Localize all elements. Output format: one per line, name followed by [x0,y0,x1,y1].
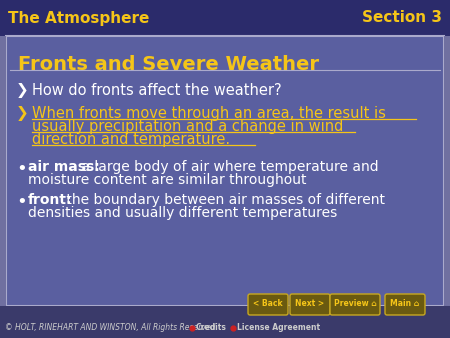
Text: front:: front: [28,193,72,207]
FancyBboxPatch shape [330,294,380,315]
Text: © HOLT, RINEHART AND WINSTON, All Rights Reserved: © HOLT, RINEHART AND WINSTON, All Rights… [5,323,216,333]
Text: Next >: Next > [296,299,324,309]
Text: < Back: < Back [253,299,283,309]
Text: License Agreement: License Agreement [237,323,320,333]
Text: Main ⌂: Main ⌂ [391,299,419,309]
Text: moisture content are similar throughout: moisture content are similar throughout [28,173,306,187]
FancyBboxPatch shape [444,36,450,306]
Text: •: • [16,193,27,211]
Text: •: • [16,160,27,178]
Text: ❯: ❯ [16,106,29,121]
Text: Section 3: Section 3 [362,10,442,25]
Text: ❯: ❯ [16,83,29,98]
FancyBboxPatch shape [0,306,450,338]
Text: densities and usually different temperatures: densities and usually different temperat… [28,206,337,220]
FancyBboxPatch shape [290,294,330,315]
FancyBboxPatch shape [248,294,288,315]
Text: air mass:: air mass: [28,160,100,174]
Text: the boundary between air masses of different: the boundary between air masses of diffe… [62,193,385,207]
Text: How do fronts affect the weather?: How do fronts affect the weather? [32,83,282,98]
Text: When fronts move through an area, the result is: When fronts move through an area, the re… [32,106,386,121]
FancyBboxPatch shape [6,36,444,306]
Text: Credits: Credits [196,323,227,333]
Text: Fronts and Severe Weather: Fronts and Severe Weather [18,55,319,74]
Text: usually precipitation and a change in wind: usually precipitation and a change in wi… [32,119,343,134]
FancyBboxPatch shape [385,294,425,315]
Text: direction and temperature.: direction and temperature. [32,132,230,147]
FancyBboxPatch shape [0,36,6,306]
Text: The Atmosphere: The Atmosphere [8,10,149,25]
FancyBboxPatch shape [0,0,450,33]
Text: Preview ⌂: Preview ⌂ [333,299,376,309]
Text: a large body of air where temperature and: a large body of air where temperature an… [77,160,378,174]
